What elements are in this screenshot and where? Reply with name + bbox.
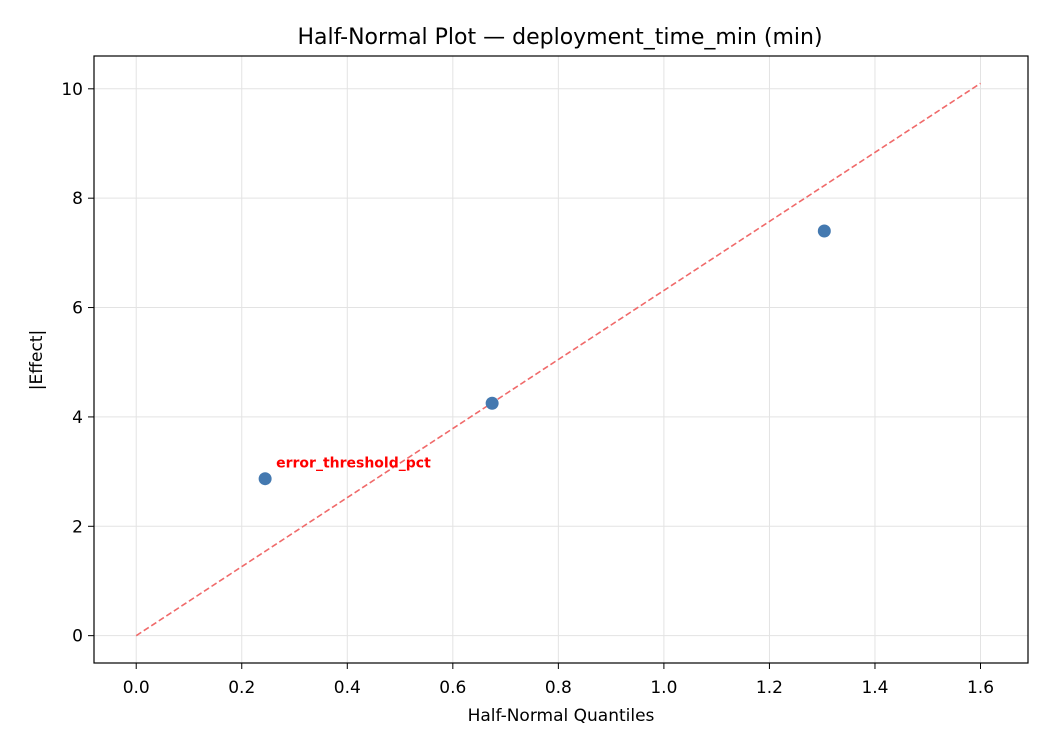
point-annotation: error_threshold_pct [276, 456, 431, 472]
x-tick-label: 1.4 [861, 678, 888, 698]
data-point [817, 224, 831, 238]
data-point [258, 472, 272, 486]
plot-frame [93, 55, 1029, 664]
y-tick-label: 6 [72, 299, 83, 319]
y-tick-label: 8 [72, 189, 83, 209]
x-tick-label: 1.0 [650, 678, 677, 698]
y-tick-label: 0 [72, 627, 83, 647]
data-point [485, 396, 499, 410]
x-tick-label: 1.6 [967, 678, 994, 698]
x-tick-label: 0.2 [228, 678, 255, 698]
reference-line-layer [135, 82, 981, 637]
data-points [258, 224, 831, 486]
y-axis-ticks: 0 2 4 6 8 10 [61, 80, 94, 647]
y-tick-label: 4 [72, 408, 83, 428]
x-tick-label: 0.6 [439, 678, 466, 698]
chart-title: Half-Normal Plot — deployment_time_min (… [297, 25, 822, 50]
annotations: error_threshold_pct [276, 456, 431, 472]
x-tick-label: 0.0 [123, 678, 150, 698]
y-tick-label: 2 [72, 517, 83, 537]
x-axis-ticks: 0.0 0.2 0.4 0.6 0.8 1.0 1.2 1.4 1.6 [123, 663, 994, 698]
x-tick-label: 0.4 [334, 678, 361, 698]
y-tick-label: 10 [61, 80, 83, 100]
x-tick-label: 1.2 [756, 678, 783, 698]
x-axis-label: Half-Normal Quantiles [468, 706, 655, 726]
y-axis-label: |Effect| [27, 330, 47, 390]
reference-line [135, 82, 981, 637]
x-tick-label: 0.8 [545, 678, 572, 698]
